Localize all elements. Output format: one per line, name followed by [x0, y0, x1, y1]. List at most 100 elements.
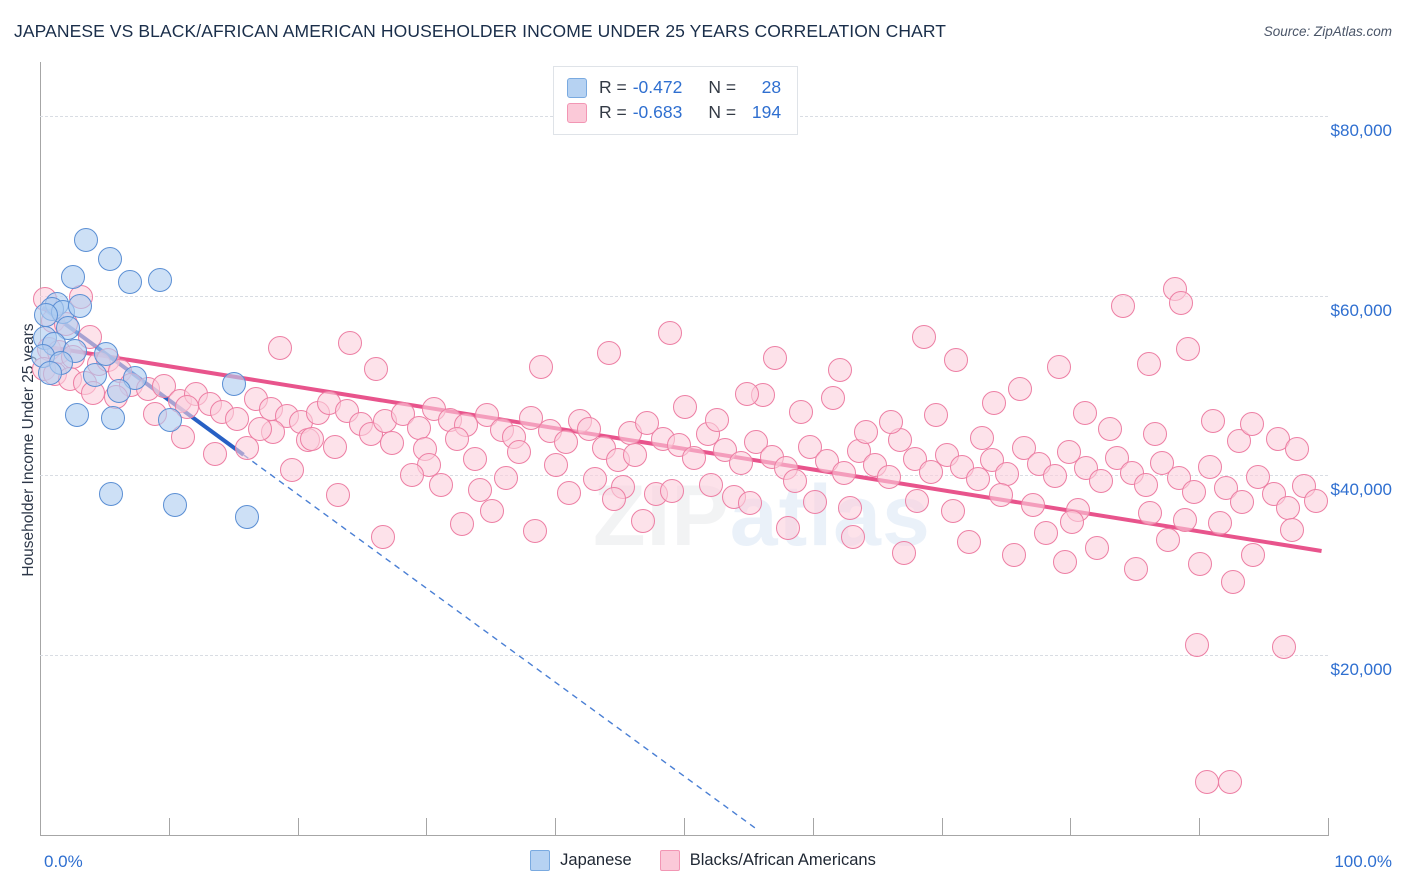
n-value: 194 — [751, 102, 782, 122]
scatter-point — [463, 447, 488, 472]
scatter-point — [1166, 466, 1191, 491]
scatter-point — [1182, 479, 1207, 504]
y-axis-tick-label: $60,000 — [1330, 300, 1392, 320]
scatter-point — [776, 516, 801, 541]
r-label: R = — [599, 77, 627, 97]
x-axis-max-label: 100.0% — [1334, 852, 1392, 871]
scatter-point — [38, 360, 63, 385]
scatter-point — [1207, 511, 1232, 536]
scatter-point — [280, 458, 305, 483]
scatter-point — [737, 491, 762, 516]
scatter-point — [522, 519, 547, 544]
x-axis-tick — [426, 818, 428, 835]
scatter-point — [924, 403, 949, 428]
scatter-point — [892, 540, 917, 565]
scatter-point — [1184, 633, 1209, 658]
scatter-point — [267, 335, 292, 360]
scatter-point — [248, 416, 273, 441]
scatter-point — [1188, 552, 1213, 577]
scatter-point — [602, 486, 627, 511]
gridline — [40, 295, 1328, 297]
scatter-point — [235, 504, 260, 529]
scatter-point — [576, 416, 601, 441]
scatter-point — [1089, 468, 1114, 493]
scatter-point — [763, 345, 788, 370]
scatter-point — [699, 473, 724, 498]
scatter-point — [1143, 422, 1168, 447]
scatter-point — [34, 303, 59, 328]
scatter-point — [370, 525, 395, 550]
scatter-point — [623, 442, 648, 467]
japanese-color-swatch — [567, 77, 587, 98]
scatter-point — [905, 488, 930, 513]
scatter-point — [379, 431, 404, 456]
scatter-point — [803, 489, 828, 514]
n-value: 28 — [761, 77, 782, 97]
scatter-point — [391, 402, 416, 427]
y-axis-tick-label: $20,000 — [1330, 660, 1392, 680]
x-axis-tick — [941, 818, 943, 835]
scatter-point — [1175, 336, 1200, 361]
scatter-point — [1111, 293, 1136, 318]
scatter-point — [1229, 489, 1254, 514]
y-axis-tick-label: $80,000 — [1330, 120, 1392, 140]
page-title: JAPANESE VS BLACK/AFRICAN AMERICAN HOUSE… — [14, 21, 947, 41]
scatter-point — [838, 495, 863, 520]
scatter-point — [583, 467, 608, 492]
scatter-point — [1197, 455, 1222, 480]
scatter-point — [1218, 769, 1243, 794]
scatter-point — [682, 446, 707, 471]
scatter-point — [445, 426, 470, 451]
x-axis-tick — [168, 818, 170, 835]
legend-label: Blacks/African Americans — [689, 851, 876, 869]
scatter-point — [969, 425, 994, 450]
r-value: -0.683 — [632, 102, 683, 122]
scatter-point — [74, 227, 99, 252]
scatter-point — [158, 407, 183, 432]
source-attribution: Source: ZipAtlas.com — [1263, 24, 1392, 39]
scatter-point — [1201, 408, 1226, 433]
legend-label: Japanese — [560, 851, 632, 869]
x-axis-tick — [1328, 818, 1329, 835]
scatter-point — [943, 348, 968, 373]
stats-legend-row: R = -0.683 N = 194 — [567, 100, 781, 125]
scatter-point — [1053, 549, 1078, 574]
scatter-point — [338, 331, 363, 356]
scatter-point — [322, 434, 347, 459]
scatter-point — [325, 483, 350, 508]
scatter-point — [876, 465, 901, 490]
n-label: N = — [708, 77, 737, 97]
scatter-point — [956, 529, 981, 554]
scatter-point — [1134, 473, 1159, 498]
scatter-point — [1276, 495, 1301, 520]
scatter-point — [163, 493, 188, 518]
scatter-point — [982, 390, 1007, 415]
scatter-point — [1220, 569, 1245, 594]
scatter-point — [529, 354, 554, 379]
x-axis-tick — [812, 818, 814, 835]
blacks-color-swatch — [567, 102, 587, 123]
scatter-point — [840, 524, 865, 549]
scatter-point — [222, 371, 247, 396]
legend-color-swatch — [530, 850, 551, 871]
scatter-point — [1085, 536, 1110, 561]
scatter-point — [660, 478, 685, 503]
scatter-point — [553, 430, 578, 455]
scatter-point — [821, 386, 846, 411]
scatter-point — [1046, 354, 1071, 379]
scatter-point — [1138, 501, 1163, 526]
scatter-point — [1272, 635, 1297, 660]
watermark: ZIPatlas — [593, 467, 931, 566]
scatter-point — [965, 467, 990, 492]
x-axis-min-label: 0.0% — [44, 852, 83, 871]
scatter-point — [364, 357, 389, 382]
scatter-point — [61, 264, 86, 289]
scatter-point — [147, 268, 172, 293]
legend-item-japanese[interactable]: Japanese — [530, 850, 632, 871]
scatter-point — [557, 480, 582, 505]
scatter-point — [544, 452, 569, 477]
scatter-point — [995, 461, 1020, 486]
legend-item-blacks-african-americans[interactable]: Blacks/African Americans — [659, 850, 876, 871]
scatter-point — [106, 378, 131, 403]
